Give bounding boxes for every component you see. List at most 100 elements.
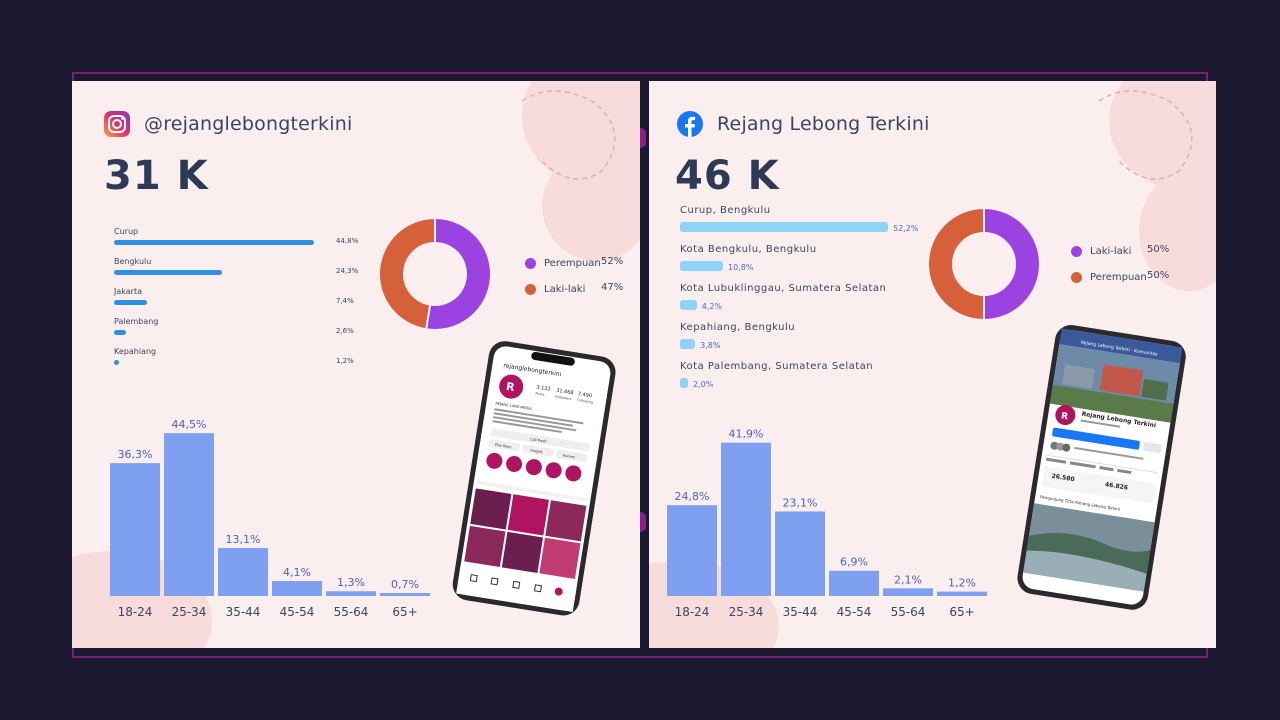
- age-bar-label: 6,9%: [840, 556, 868, 569]
- location-name: Palembang: [114, 317, 159, 326]
- instagram-handle: @rejanglebongterkini: [144, 113, 353, 135]
- location-bar: [680, 300, 697, 310]
- facebook-phone-mockup: Rejang Lebong Terkini - Komunitas R Reja…: [1017, 325, 1186, 610]
- location-item: Kota Palembang, Sumatera Selatan 2,0%: [680, 361, 940, 395]
- location-percent: 44,8%: [336, 237, 359, 245]
- location-name: Kota Bengkulu, Bengkulu: [680, 244, 817, 255]
- location-bar: [680, 339, 696, 349]
- instagram-phone-mockup: rejanglebongterkini R 3.132 31.468 7.490…: [452, 341, 616, 616]
- legend-item: Perempuan 52%: [525, 256, 635, 270]
- location-item: Curup 44,8%: [114, 227, 364, 247]
- age-bar-label: 44,5%: [172, 418, 207, 431]
- facebook-age-chart: 24,8% 18-24 41,9% 25-34 23,1% 35-44 6,9% 45-54 2…: [667, 428, 987, 619]
- age-bar-label: 4,1%: [283, 566, 311, 579]
- svg-text:Followers: Followers: [555, 395, 572, 402]
- age-bar-label: 1,3%: [337, 576, 365, 589]
- facebook-gender-donut: [927, 206, 1041, 322]
- decor-dashes: [1098, 90, 1193, 180]
- location-name: Kepahiang: [114, 347, 157, 356]
- instagram-header: @rejanglebongterkini: [104, 111, 352, 137]
- age-bar: [380, 593, 430, 596]
- donut-slice-laki-laki: [378, 216, 436, 331]
- svg-text:Insight: Insight: [530, 448, 543, 454]
- location-name: Curup: [114, 227, 139, 236]
- age-category-label: 45-54: [280, 605, 315, 619]
- age-category-label: 35-44: [783, 605, 818, 619]
- age-bar: [110, 463, 160, 596]
- location-name: Kepahiang, Bengkulu: [680, 322, 796, 333]
- age-category-label: 18-24: [675, 605, 710, 619]
- location-bar: [114, 330, 126, 335]
- facebook-icon: [677, 111, 703, 137]
- location-percent: 1,2%: [336, 357, 354, 365]
- svg-text:Posts: Posts: [535, 392, 545, 397]
- location-bar: [680, 222, 888, 232]
- donut-slice-perempuan: [425, 216, 492, 331]
- age-category-label: 35-44: [226, 605, 261, 619]
- phone-fb-followers: 26.580: [1051, 473, 1075, 484]
- location-percent: 4,2%: [701, 302, 723, 311]
- phone-fb-likes: 46.826: [1104, 481, 1128, 492]
- location-item: Palembang 2,6%: [114, 317, 364, 337]
- location-item: Kepahiang 1,2%: [114, 347, 364, 367]
- age-bar: [326, 591, 376, 596]
- age-bar: [775, 511, 825, 596]
- age-category-label: 55-64: [334, 605, 369, 619]
- age-category-label: 65+: [392, 605, 417, 619]
- location-percent: 52,2%: [893, 224, 919, 233]
- age-bar-label: 13,1%: [226, 533, 261, 546]
- age-category-label: 25-34: [172, 605, 207, 619]
- legend-swatch: [1071, 271, 1082, 283]
- age-bar-label: 0,7%: [391, 578, 419, 591]
- legend-swatch: [1071, 245, 1082, 257]
- age-category-label: 45-54: [837, 605, 872, 619]
- location-name: Jakarta: [114, 287, 142, 296]
- legend-item: Laki-laki 47%: [525, 282, 635, 296]
- instagram-age-chart: 36,3% 18-24 44,5% 25-34 13,1% 35-44 4,1% 45-54 1…: [110, 418, 430, 619]
- svg-text:REJANG LANG MEDIA: REJANG LANG MEDIA: [495, 401, 532, 411]
- legend-value: 52%: [601, 256, 624, 267]
- age-bar-label: 23,1%: [783, 496, 818, 509]
- legend-label: Perempuan: [544, 257, 601, 269]
- location-name: Curup, Bengkulu: [680, 205, 771, 216]
- age-category-label: 25-34: [729, 605, 764, 619]
- instagram-gender-donut: [378, 216, 492, 331]
- legend-label: Laki-laki: [1090, 245, 1132, 257]
- legend-value: 50%: [1147, 244, 1170, 255]
- location-bar: [680, 261, 724, 271]
- location-percent: 7,4%: [336, 297, 354, 305]
- age-bar-label: 36,3%: [118, 448, 153, 461]
- location-item: Kota Bengkulu, Bengkulu 10,8%: [680, 244, 940, 278]
- age-bar: [883, 588, 933, 596]
- facebook-followers: 46 K: [675, 153, 780, 199]
- location-name: Kota Lubuklinggau, Sumatera Selatan: [680, 283, 887, 294]
- svg-text:Call Profil: Call Profil: [530, 437, 547, 444]
- donut-slice-perempuan: [927, 206, 985, 322]
- age-bar-label: 41,9%: [729, 428, 764, 441]
- age-bar: [164, 433, 214, 596]
- age-bar-label: 1,2%: [948, 577, 976, 590]
- age-category-label: 65+: [949, 605, 974, 619]
- location-bar: [114, 360, 120, 365]
- age-bar-label: 2,1%: [894, 573, 922, 586]
- location-percent: 2,6%: [336, 327, 354, 335]
- donut-slice-laki-laki: [983, 206, 1041, 322]
- age-bar: [937, 591, 987, 596]
- svg-text:31.468: 31.468: [556, 388, 574, 397]
- instagram-panel: @rejanglebongterkini 31 K Curup 44,8% Beng…: [72, 81, 640, 648]
- age-bar: [218, 548, 268, 596]
- location-percent: 2,0%: [692, 380, 714, 389]
- decor-blob: [542, 151, 640, 261]
- svg-text:Pliw Wam: Pliw Wam: [495, 443, 513, 450]
- legend-value: 47%: [601, 282, 624, 293]
- location-bar: [680, 378, 688, 388]
- svg-text:Konten: Konten: [563, 454, 576, 460]
- legend-item: Laki-laki 50%: [1071, 244, 1181, 258]
- location-name: Kota Palembang, Sumatera Selatan: [680, 361, 874, 372]
- age-category-label: 18-24: [118, 605, 153, 619]
- instagram-icon: [104, 111, 130, 137]
- age-category-label: 55-64: [891, 605, 926, 619]
- decor-dashes: [521, 90, 616, 180]
- svg-text:R: R: [1060, 411, 1068, 422]
- facebook-panel: Rejang Lebong Terkini 46 K Curup, Bengku…: [649, 81, 1216, 648]
